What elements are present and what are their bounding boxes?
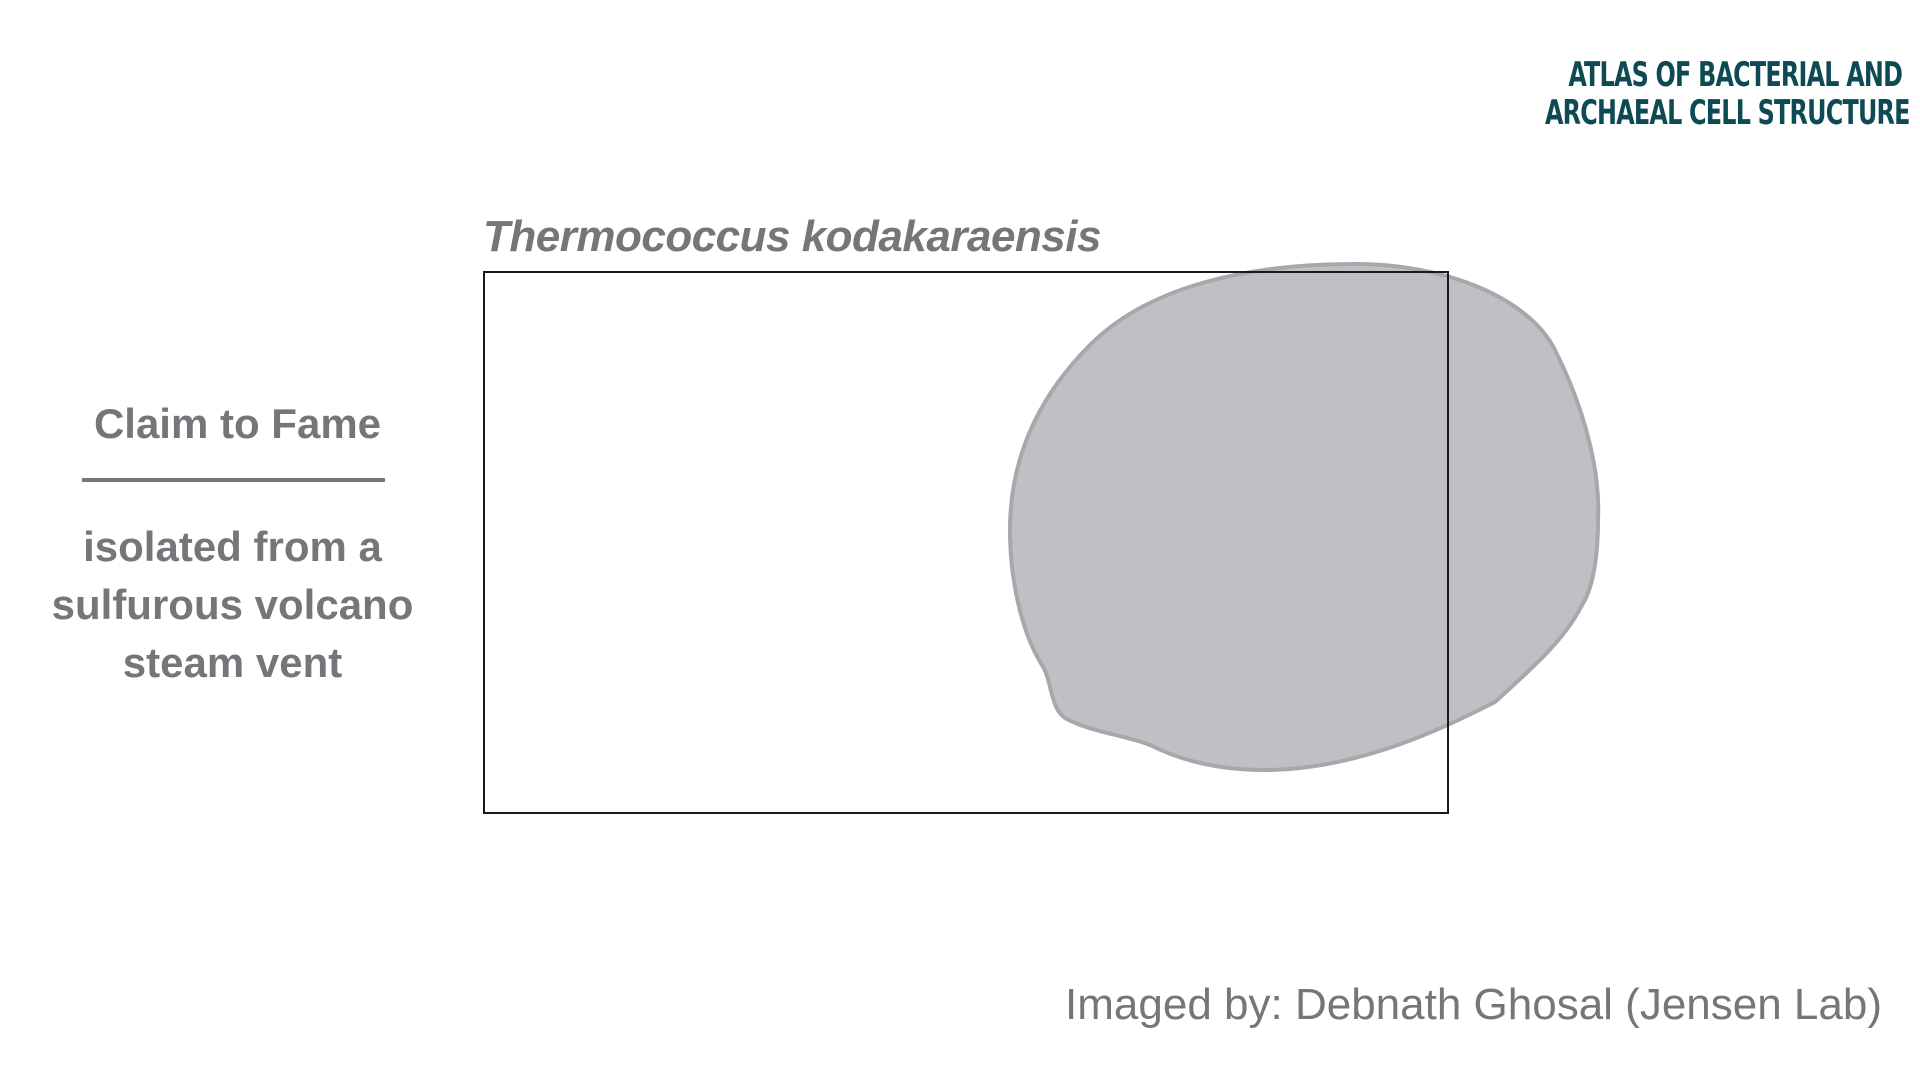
claim-line-3: steam vent — [122, 639, 343, 686]
image-frame — [483, 271, 1449, 814]
atlas-logo: ATLAS OF BACTERIAL AND ARCHAEAL CELL STR… — [1545, 55, 1910, 133]
claim-to-fame-text: isolated from a sulfurous volcano steam … — [30, 518, 435, 692]
claim-line-1: isolated from a — [83, 523, 382, 570]
claim-line-2: sulfurous volcano — [51, 581, 414, 628]
species-title: Thermococcus kodakaraensis — [483, 212, 1101, 261]
image-credit: Imaged by: Debnath Ghosal (Jensen Lab) — [1065, 980, 1882, 1029]
logo-line-2: ARCHAEAL CELL STRUCTURE — [1545, 93, 1910, 133]
claim-to-fame-heading: Claim to Fame — [93, 400, 382, 447]
logo-line-1: ATLAS OF BACTERIAL AND — [1568, 55, 1903, 95]
claim-divider — [82, 478, 385, 482]
